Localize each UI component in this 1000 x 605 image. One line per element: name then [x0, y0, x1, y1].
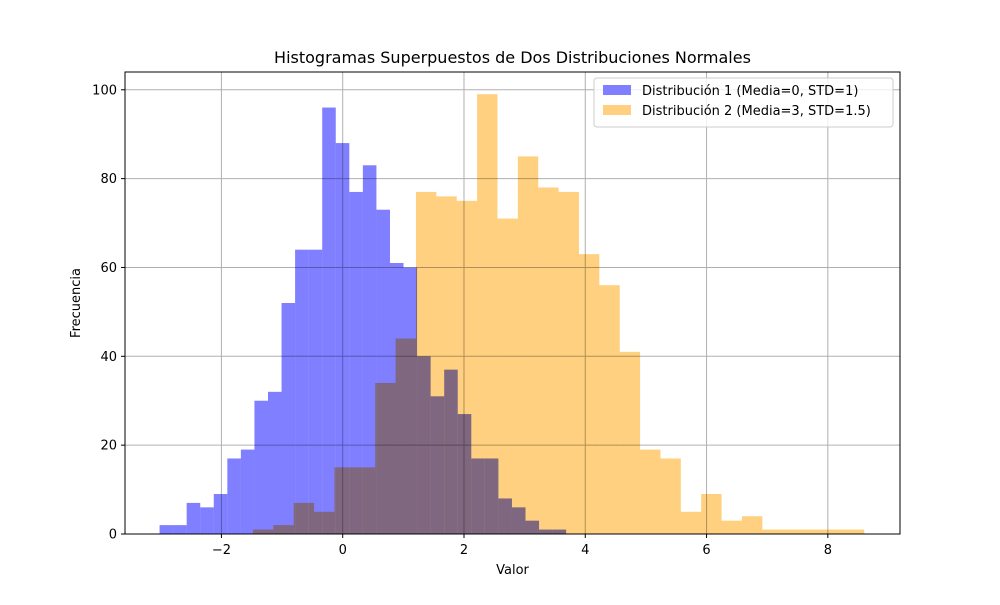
series-2-bar	[538, 187, 559, 534]
series-2-bar	[843, 529, 865, 534]
series-2-bar	[741, 516, 763, 534]
series-2-bar	[517, 156, 539, 534]
x-tick-label: 8	[824, 543, 832, 558]
x-tick-label: 4	[581, 543, 589, 558]
series-2-bar	[762, 529, 783, 534]
series-2-bar	[599, 285, 620, 534]
series-1-bar	[349, 191, 363, 534]
series-1-bar	[200, 507, 214, 534]
y-axis-label: Frecuencia	[69, 268, 84, 338]
x-tick-label: 6	[702, 543, 710, 558]
series-1-bar	[240, 449, 255, 534]
y-tick-label: 60	[100, 261, 117, 276]
series-2-bar	[640, 449, 661, 534]
series-2-bar	[578, 254, 600, 534]
series-2-bar	[293, 502, 315, 534]
series-1-bar	[322, 107, 336, 535]
series-2-bar	[273, 525, 294, 534]
series-2-bar	[701, 494, 722, 534]
x-tick-label: −2	[212, 543, 231, 558]
series-1-bar	[173, 525, 187, 534]
series-2-bar	[497, 218, 518, 534]
series-2-bar	[721, 520, 742, 534]
y-tick-label: 20	[100, 439, 117, 454]
series-2-bar	[415, 191, 437, 534]
series-1-bar	[295, 249, 309, 534]
series-1-bar	[308, 249, 323, 534]
series-2-bar	[252, 529, 274, 534]
series-2-bar	[619, 351, 641, 534]
series-2-bar	[660, 458, 681, 534]
y-tick-label: 100	[92, 83, 117, 98]
series-2-bar	[477, 94, 498, 534]
series-1-bar	[254, 400, 268, 534]
legend-box	[593, 77, 894, 128]
series-2-bar	[456, 200, 478, 535]
legend: Distribución 1 (Media=0, STD=1) Distribu…	[593, 77, 894, 128]
legend-swatch-series-1	[603, 85, 631, 95]
series-2-bar	[314, 511, 335, 534]
series-1-bar	[362, 165, 377, 535]
series-2-bar	[558, 191, 579, 534]
series-2-bar	[395, 338, 416, 534]
series-1-bar	[267, 391, 282, 534]
series-2-bar	[436, 196, 457, 534]
legend-label-series-1: Distribución 1 (Media=0, STD=1)	[642, 84, 858, 99]
legend-label-series-2: Distribución 2 (Media=3, STD=1.5)	[642, 104, 871, 119]
series-2-bar	[334, 467, 355, 534]
x-axis-label: Valor	[496, 563, 529, 578]
plot-frame	[124, 71, 901, 535]
series-2-bar	[782, 529, 804, 534]
series-1-bar	[335, 143, 350, 535]
legend-swatch-series-2	[603, 105, 631, 115]
series-2-bar	[354, 467, 376, 534]
series-1-bar	[213, 494, 228, 534]
x-tick-label: 2	[460, 543, 468, 558]
series-1-bar	[186, 502, 201, 534]
series-2-bar	[803, 529, 824, 534]
series-2-bars	[252, 94, 865, 535]
y-tick-label: 0	[109, 528, 117, 543]
chart-title: Histogramas Superpuestos de Dos Distribu…	[274, 48, 751, 67]
series-1-bar	[227, 458, 241, 534]
series-2-bar	[680, 511, 702, 534]
histogram-bars	[159, 94, 865, 535]
series-2-bar	[375, 382, 396, 534]
series-2-bar	[823, 529, 844, 534]
y-tick-label: 40	[100, 350, 117, 365]
series-1-bar	[281, 303, 296, 534]
series-1-bar	[159, 525, 174, 534]
y-tick-label: 80	[100, 172, 117, 187]
x-tick-label: 0	[339, 543, 347, 558]
